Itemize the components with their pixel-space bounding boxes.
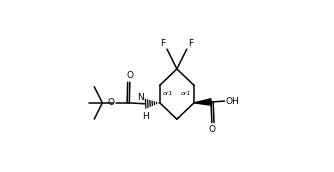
- Text: O: O: [108, 98, 115, 107]
- Text: H: H: [143, 112, 149, 121]
- Text: or1: or1: [163, 91, 173, 96]
- Text: O: O: [208, 125, 215, 134]
- Text: F: F: [160, 39, 166, 48]
- Text: or1: or1: [181, 91, 191, 96]
- Text: F: F: [188, 39, 193, 48]
- Polygon shape: [194, 99, 211, 105]
- Text: OH: OH: [225, 97, 239, 106]
- Text: O: O: [126, 71, 133, 80]
- Text: N: N: [137, 93, 144, 102]
